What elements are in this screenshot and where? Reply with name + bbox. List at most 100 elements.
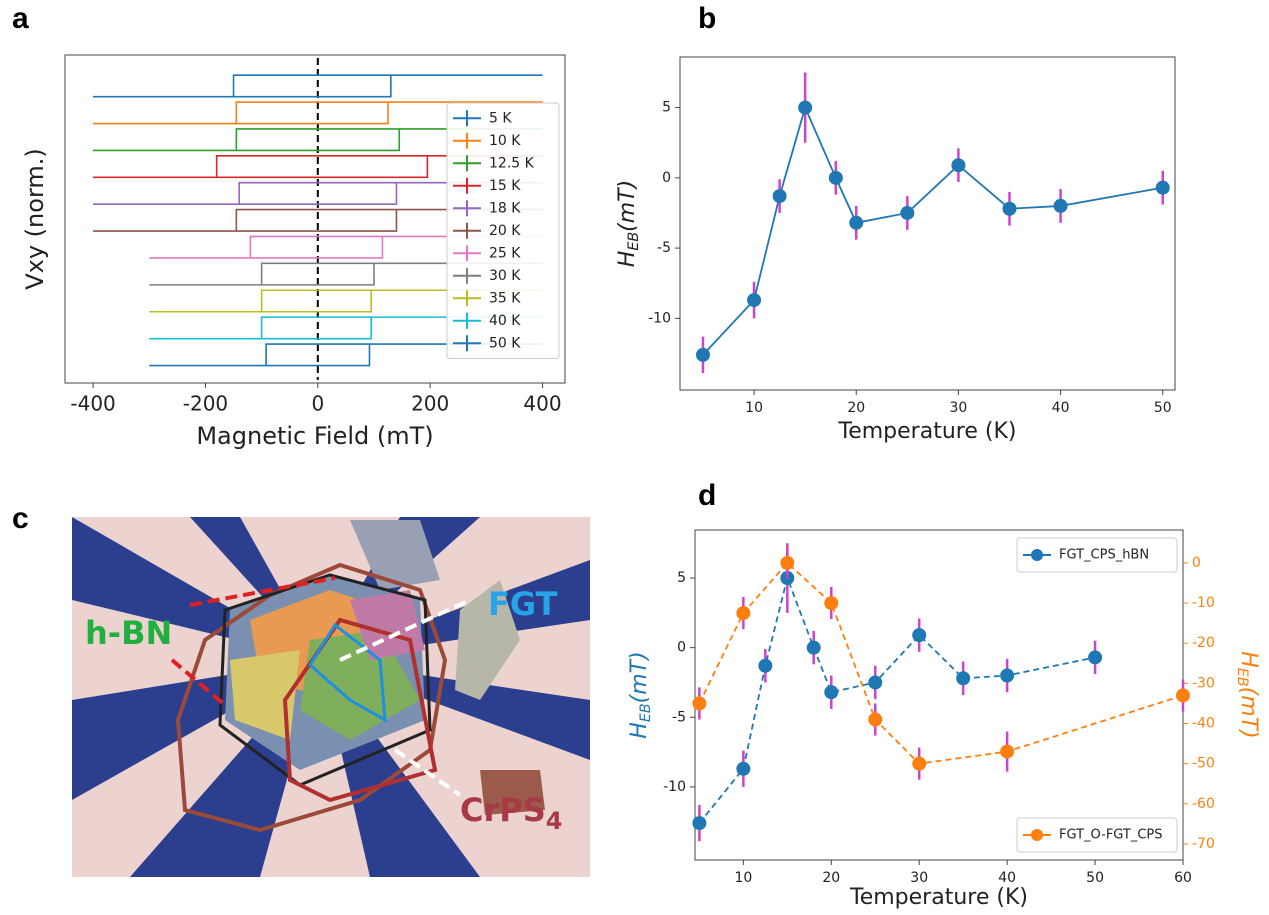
data-point xyxy=(828,170,843,185)
y-tick-label: -5 xyxy=(672,709,686,725)
data-point xyxy=(747,293,762,308)
data-point xyxy=(824,685,839,700)
legend-label: 40 K xyxy=(489,313,521,329)
x-tick-label: 60 xyxy=(1174,870,1192,886)
legend-box xyxy=(1016,817,1178,853)
axis-label-unit: (mT) xyxy=(627,651,652,703)
legend-label: FGT_O-FGT_CPS xyxy=(1059,828,1163,843)
hbn-pointer xyxy=(170,658,227,707)
series-line xyxy=(93,101,543,125)
data-point xyxy=(806,640,821,655)
data-point xyxy=(868,712,883,727)
x-tick-label: 10 xyxy=(745,400,763,416)
series-line xyxy=(149,289,543,313)
x-tick-label: -400 xyxy=(70,392,115,416)
x-tick-label: 40 xyxy=(998,870,1016,886)
data-point xyxy=(951,158,966,173)
fgt-flake-outline xyxy=(308,622,387,723)
y2-tick-label: -10 xyxy=(1192,595,1215,611)
axis-label: Vxy (norm.) xyxy=(21,148,49,290)
axis-label: HEB(mT) xyxy=(627,651,654,738)
hbn-outline xyxy=(175,562,448,833)
data-point xyxy=(695,347,710,362)
legend-label: 18 K xyxy=(489,200,521,216)
crps-pointer xyxy=(393,748,462,797)
x-tick-label: -200 xyxy=(183,392,228,416)
plot-frame xyxy=(694,529,1184,861)
data-point xyxy=(849,215,864,230)
axis-label-subscript: EB xyxy=(626,232,642,251)
x-tick-label: 50 xyxy=(1154,400,1172,416)
legend-label: 12.5 K xyxy=(489,155,535,171)
data-point xyxy=(1088,650,1103,665)
axis-label-unit: (mT) xyxy=(1236,687,1261,739)
series-line xyxy=(149,316,543,340)
x-tick-label: 10 xyxy=(734,870,752,886)
hbn-label: h-BN xyxy=(85,614,172,652)
axis-label: HEB(mT) xyxy=(1234,651,1261,738)
data-point xyxy=(1002,201,1017,216)
series-line xyxy=(702,104,1163,356)
legend-label: 25 K xyxy=(489,245,521,261)
legend-box xyxy=(1016,537,1178,573)
y-tick-label: -10 xyxy=(648,310,671,326)
x-tick-label: 30 xyxy=(910,870,928,886)
axis-label-main: H xyxy=(627,722,652,739)
series-line xyxy=(93,74,543,98)
axis-label-subscript: EB xyxy=(1234,668,1250,687)
y-tick-label: 0 xyxy=(662,170,671,186)
y2-tick-label: -60 xyxy=(1192,796,1215,812)
x-tick-label: 0 xyxy=(311,392,324,416)
crps-text: CrPS xyxy=(460,791,546,829)
data-point xyxy=(868,675,883,690)
series-line xyxy=(698,575,1096,824)
plot-frame xyxy=(64,54,566,384)
series-line xyxy=(149,343,543,367)
legend-label: FGT_CPS_hBN xyxy=(1059,548,1149,563)
data-point xyxy=(692,816,707,831)
y-tick-label: 0 xyxy=(677,640,686,656)
axis-label: Temperature (K) xyxy=(849,885,1028,910)
x-tick-label: 50 xyxy=(1086,870,1104,886)
fgt-pointer xyxy=(339,598,471,662)
axis-label-subscript: EB xyxy=(638,703,654,722)
y-tick-label: -10 xyxy=(663,779,686,795)
data-point xyxy=(1000,668,1015,683)
data-point xyxy=(956,671,971,686)
data-point xyxy=(798,100,813,115)
data-point xyxy=(1053,198,1068,213)
data-point xyxy=(772,189,787,204)
legend-label: 30 K xyxy=(489,268,521,284)
hbn-pointer xyxy=(189,576,336,607)
series-line xyxy=(93,208,543,232)
crps-subscript: 4 xyxy=(546,807,563,835)
plot-frame xyxy=(679,56,1176,391)
legend-box xyxy=(446,102,560,359)
data-point xyxy=(1155,180,1170,195)
flakes xyxy=(225,520,545,815)
data-point xyxy=(780,555,795,570)
y-tick-label: 5 xyxy=(662,100,671,116)
legend-label: 20 K xyxy=(489,223,521,239)
y2-tick-label: -70 xyxy=(1192,836,1215,852)
x-tick-label: 200 xyxy=(411,392,449,416)
legend-label: 50 K xyxy=(489,335,521,351)
legend-label: 5 K xyxy=(489,110,512,126)
y2-tick-label: -20 xyxy=(1192,635,1215,651)
x-tick-label: 40 xyxy=(1052,400,1070,416)
data-point xyxy=(758,658,773,673)
series-line xyxy=(93,128,543,152)
panel-letter: d xyxy=(698,479,716,512)
axis-label-main: H xyxy=(615,251,640,268)
x-tick-label: 30 xyxy=(949,400,967,416)
axis-label-main: H xyxy=(1236,651,1261,668)
crps-outline xyxy=(282,617,438,803)
legend-marker xyxy=(1031,829,1043,841)
series-line xyxy=(93,155,543,179)
axis-label: Magnetic Field (mT) xyxy=(196,422,433,450)
data-point xyxy=(900,205,915,220)
data-point xyxy=(692,696,707,711)
data-point xyxy=(912,756,927,771)
x-tick-label: 20 xyxy=(822,870,840,886)
